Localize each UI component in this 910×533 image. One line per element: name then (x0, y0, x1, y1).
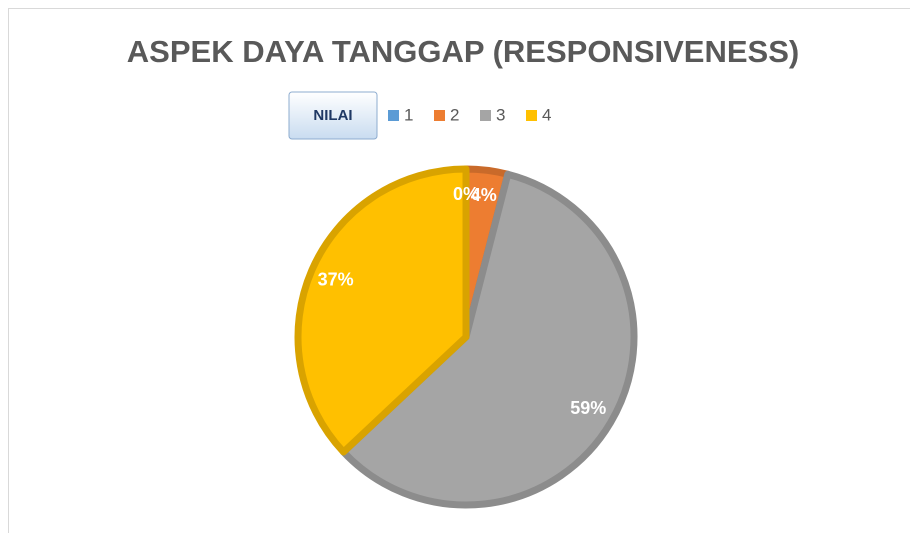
legend-swatch (434, 110, 445, 121)
legend-swatch (526, 110, 537, 121)
legend-button-box[interactable] (288, 91, 378, 140)
legend-title[interactable]: NILAI (313, 107, 352, 124)
chart-title: ASPEK DAYA TANGGAP (RESPONSIVENESS) (127, 34, 799, 69)
pie-slice (340, 170, 638, 509)
legend-swatch (480, 110, 491, 121)
data-label: 0% (453, 184, 479, 204)
legend-label: 1 (404, 105, 413, 124)
legend-label: 2 (450, 105, 459, 124)
data-label: 4% (471, 185, 497, 205)
legend-label: 4 (542, 105, 551, 124)
data-label: 37% (318, 269, 354, 289)
pie-slice (294, 165, 470, 456)
legend-label: 3 (496, 105, 505, 124)
legend-swatch (388, 110, 399, 121)
data-label: 59% (570, 398, 606, 418)
legend-button[interactable]: NILAI (288, 91, 378, 140)
